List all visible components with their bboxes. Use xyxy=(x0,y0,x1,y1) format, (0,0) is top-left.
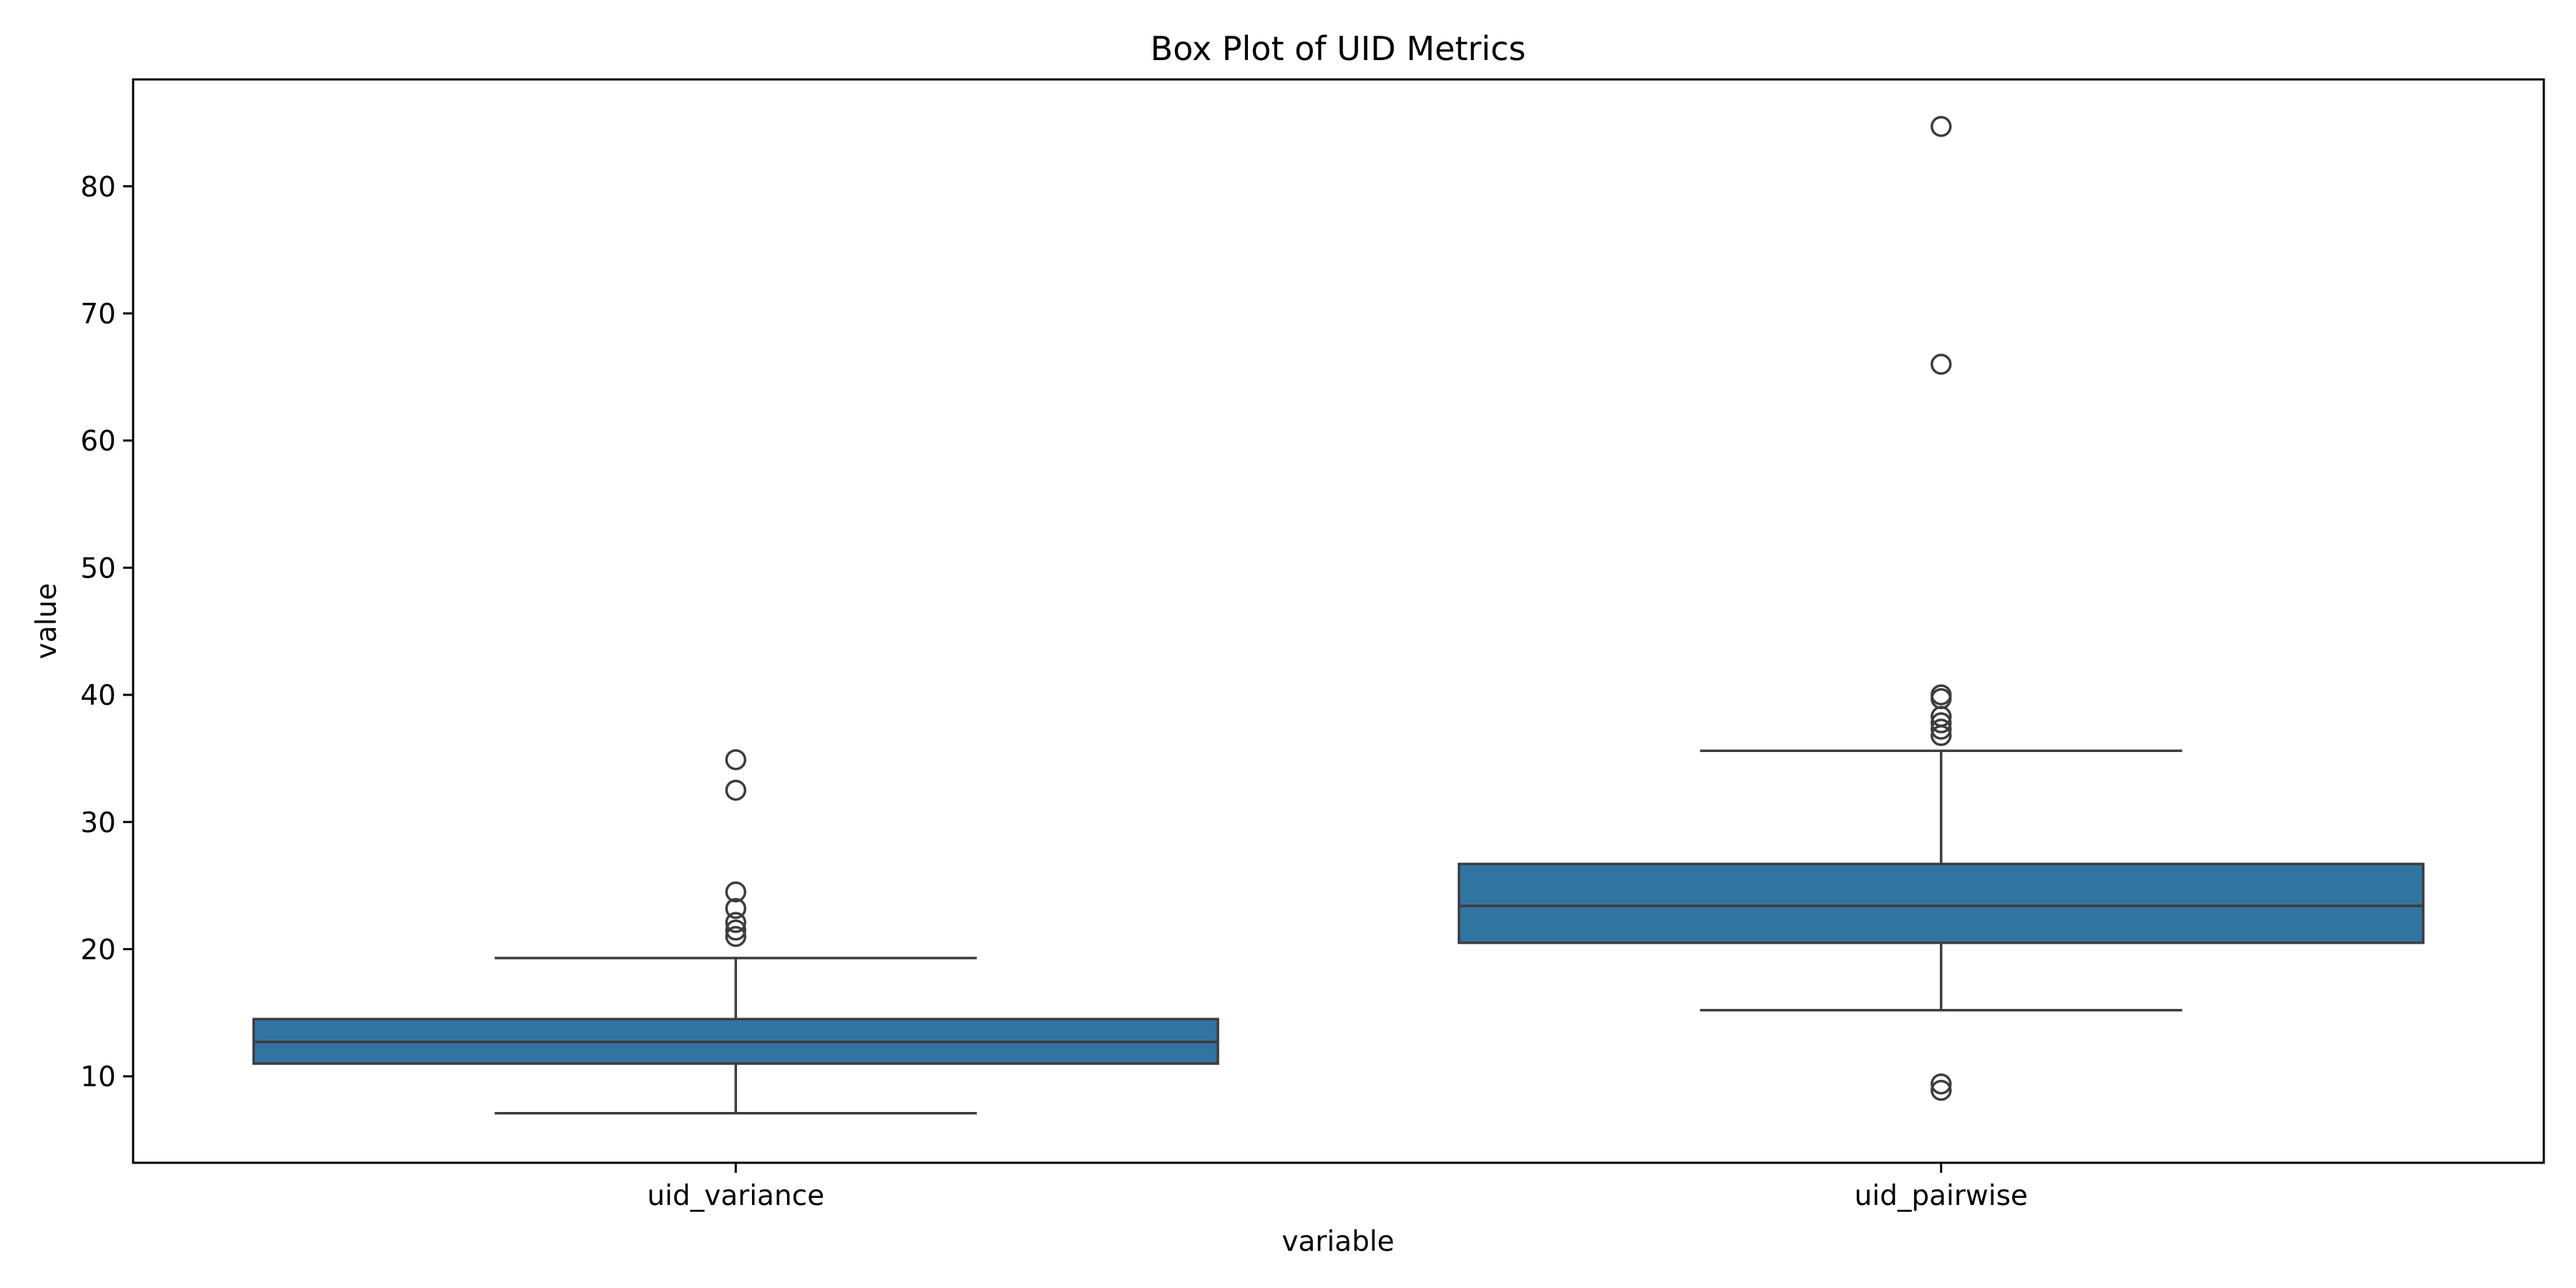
y-tick-label: 40 xyxy=(80,680,116,712)
outlier-point xyxy=(1931,718,1952,740)
y-tick-label: 50 xyxy=(80,552,116,585)
y-tick-label: 20 xyxy=(80,934,116,966)
chart-title: Box Plot of UID Metrics xyxy=(1151,29,1526,68)
outlier-point xyxy=(725,779,746,801)
boxes-layer xyxy=(252,115,2425,1115)
outlier-point xyxy=(725,925,746,947)
x-tick-label: uid_pairwise xyxy=(1855,1180,2028,1212)
outlier-point xyxy=(1931,725,1952,746)
y-tick-label: 10 xyxy=(80,1061,116,1093)
plot-frame xyxy=(132,78,2545,1164)
box-group-uid_pairwise xyxy=(1458,115,2425,1101)
outlier-point xyxy=(1931,1079,1952,1101)
outlier-point xyxy=(725,919,746,941)
outlier-point xyxy=(1931,115,1952,137)
outlier-point xyxy=(1931,712,1952,733)
x-tick-label: uid_variance xyxy=(647,1180,824,1212)
y-tick-label: 70 xyxy=(80,298,116,331)
y-tick-label: 80 xyxy=(80,171,116,203)
ticks-layer: 10 20 30 40 50 60 70 80 uid_variance uid_pairwise xyxy=(80,171,2028,1212)
outlier-point xyxy=(725,912,746,933)
box-group-uid_variance xyxy=(252,748,1219,1115)
y-axis-label: value xyxy=(31,583,63,660)
outlier-point xyxy=(1931,1073,1952,1095)
outlier-point xyxy=(725,881,746,903)
iqr-box xyxy=(1458,862,2425,945)
y-tick-label: 30 xyxy=(80,807,116,839)
outlier-point xyxy=(725,897,746,919)
y-tick-label: 60 xyxy=(80,426,116,458)
x-axis-label: variable xyxy=(1282,1226,1394,1258)
outlier-point xyxy=(725,748,746,771)
outlier-point xyxy=(1931,353,1952,375)
